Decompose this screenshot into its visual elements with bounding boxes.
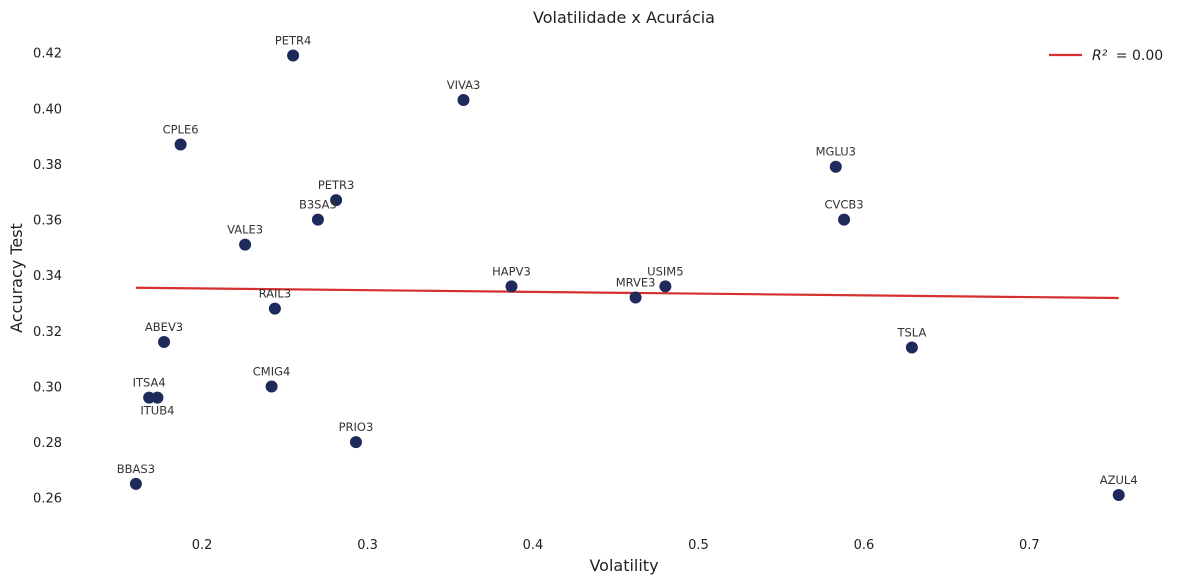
x-axis-ticks: 0.2 0.3 0.4 0.5 0.6 0.7 [192,538,1040,553]
y-tick-label: 0.40 [33,102,62,117]
point-label: MGLU3 [816,145,856,159]
x-tick-label: 0.4 [523,538,544,553]
point-label: PETR4 [275,33,312,47]
point-label: PRIO3 [339,420,374,434]
point-label: MRVE3 [616,275,656,289]
y-tick-label: 0.30 [33,380,62,395]
point-label: BBAS3 [117,462,155,476]
point-label: CPLE6 [163,122,199,136]
legend-label: = 0.00 [1116,48,1163,64]
chart-title: Volatilidade x Acurácia [533,8,715,27]
x-tick-label: 0.6 [854,538,875,553]
data-point [174,138,187,151]
legend-entry: R² = 0.00 [1092,48,1163,64]
point-label: CMIG4 [253,364,291,378]
data-points [129,49,1125,501]
point-label: HAPV3 [492,264,531,278]
data-point [659,280,672,293]
y-tick-label: 0.32 [33,325,62,340]
data-point [829,160,842,173]
data-point [905,341,918,354]
y-tick-label: 0.28 [33,436,62,451]
data-point [311,213,324,226]
data-point [330,194,343,207]
x-axis-label: Volatility [589,556,658,575]
x-tick-label: 0.3 [357,538,378,553]
y-axis-ticks: 0.26 0.28 0.30 0.32 0.34 0.36 0.38 0.40 0.42 [33,47,62,507]
y-tick-label: 0.36 [33,214,62,229]
data-point [129,477,142,490]
data-point [838,213,851,226]
y-tick-label: 0.34 [33,269,62,284]
y-axis-label: Accuracy Test [7,223,26,333]
legend-symbol: R² [1092,48,1108,64]
data-point [151,391,164,404]
point-label: CVCB3 [824,198,863,212]
y-tick-label: 0.26 [33,492,62,507]
regression-line [135,286,1119,300]
point-label: B3SA3 [299,198,337,212]
point-label: VALE3 [227,223,263,237]
data-point [505,280,518,293]
x-tick-label: 0.7 [1019,538,1040,553]
point-label: USIM5 [647,264,683,278]
point-labels: PETR4 VIVA3 CPLE6 MGLU3 PETR3 B3SA3 CVCB3 VALE3… [117,33,1138,486]
point-label: ITSA4 [133,376,166,390]
y-tick-label: 0.38 [33,158,62,173]
data-point [287,49,300,62]
data-point [629,291,642,304]
data-point [265,380,278,393]
data-point [457,93,470,106]
x-tick-label: 0.2 [192,538,213,553]
point-label: ITUB4 [140,404,174,418]
y-tick-label: 0.42 [33,47,62,62]
data-point [349,436,362,449]
data-point [268,302,281,315]
point-label: AZUL4 [1100,473,1138,487]
data-point [239,238,252,251]
legend: R² = 0.00 [1049,48,1163,64]
point-label: TSLA [896,326,926,340]
point-label: PETR3 [318,178,355,192]
point-label: ABEV3 [145,320,183,334]
point-label: RAIL3 [259,287,292,301]
x-tick-label: 0.5 [688,538,709,553]
data-point [1112,488,1125,501]
data-point [158,335,171,348]
data-point [143,391,156,404]
point-label: VIVA3 [447,78,481,92]
